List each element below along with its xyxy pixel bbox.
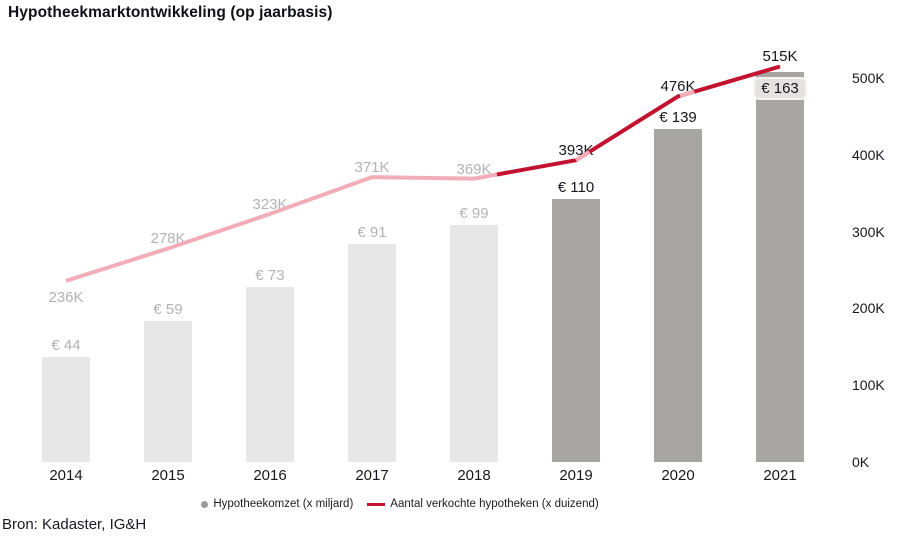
y-axis-tick-200K: 200K (852, 300, 885, 317)
y-axis-tick-0K: 0K (852, 454, 870, 470)
line-value-label-2016: 323K (252, 195, 288, 213)
y-axis-tick-100K: 100K (852, 377, 885, 394)
bar-2016 (246, 287, 294, 462)
bar-2019 (552, 199, 600, 462)
bar-2017 (348, 244, 396, 462)
x-axis-label-2016: 2016 (253, 467, 287, 484)
bar-value-label-2019: € 110 (557, 179, 595, 196)
x-axis-label-2015: 2015 (151, 467, 185, 484)
line-value-label-2014: 236K (48, 288, 84, 306)
bar-value-label-2018: € 99 (459, 205, 489, 222)
legend-line-series-label: Aantal verkochte hypotheken (x duizend) (390, 498, 599, 510)
line-segment-muted (65, 172, 498, 283)
source-note: Bron: Kadaster, IG&H (2, 516, 147, 533)
bar-2015 (144, 321, 192, 462)
bar-value-label-2016: € 73 (255, 267, 285, 284)
bar-value-badge-2021: € 163 (753, 77, 807, 100)
bar-2014 (42, 357, 90, 462)
legend-line-marker-icon (367, 502, 386, 506)
chart-legend: Hypotheekomzet (x miljard) Aantal verkoc… (0, 498, 800, 510)
y-axis-tick-400K: 400K (852, 146, 885, 163)
bar-2018 (450, 225, 498, 462)
x-axis-label-2021: 2021 (763, 467, 797, 484)
bar-2021 (756, 72, 804, 462)
x-axis-label-2018: 2018 (457, 467, 491, 484)
line-value-label-2019: 393K (558, 142, 594, 160)
chart-title: Hypotheekmarktontwikkeling (op jaarbasis… (8, 4, 333, 21)
line-value-label-2021: 515K (762, 48, 798, 66)
line-value-label-2018: 369K (456, 160, 492, 178)
legend-bar-series-label: Hypotheekomzet (x miljard) (213, 498, 354, 510)
x-axis-label-2019: 2019 (559, 467, 593, 484)
y-axis-tick-500K: 500K (852, 70, 885, 86)
bar-value-label-2014: € 44 (51, 337, 81, 354)
x-axis-label-2014: 2014 (49, 467, 83, 484)
x-axis-label-2020: 2020 (661, 467, 695, 484)
line-value-label-2020: 476K (660, 78, 696, 96)
x-axis-label-2017: 2017 (355, 467, 389, 484)
line-segment-highlight (496, 64, 781, 177)
bar-value-label-2017: € 91 (357, 224, 387, 241)
bar-value-label-2015: € 59 (153, 301, 183, 318)
line-value-label-2017: 371K (354, 159, 390, 177)
y-axis-tick-300K: 300K (852, 223, 885, 240)
legend-bar-marker-icon (201, 500, 209, 508)
bar-value-label-2020: € 139 (659, 109, 697, 126)
line-value-label-2015: 278K (150, 230, 186, 248)
bar-2020 (654, 129, 702, 462)
